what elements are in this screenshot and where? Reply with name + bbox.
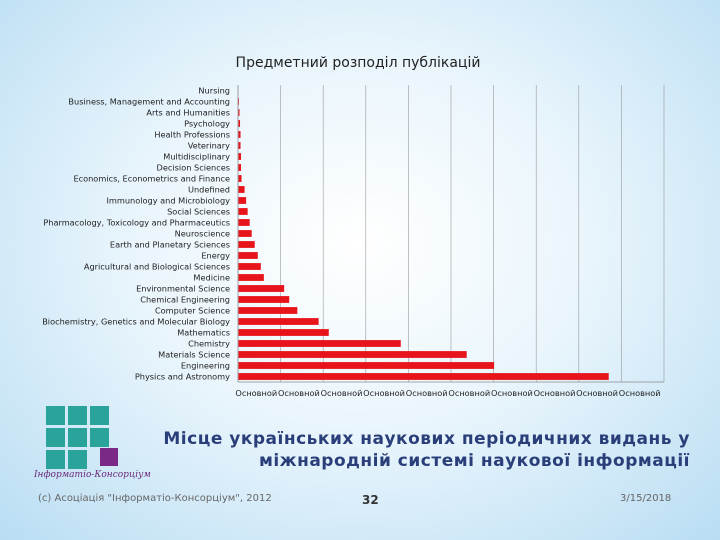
category-label: Earth and Planetary Sciences (110, 240, 230, 250)
bar (238, 186, 245, 193)
bar (238, 120, 241, 127)
bar (238, 362, 495, 369)
bar (238, 252, 258, 259)
chart-title: Предметний розподіл публікацій (236, 55, 481, 71)
category-label: Health Professions (154, 130, 230, 140)
bar (238, 318, 319, 325)
x-tick-label: Основной (576, 388, 618, 398)
category-label: Materials Science (158, 350, 230, 360)
category-label: Business, Management and Accounting (68, 97, 230, 107)
bar (238, 153, 242, 160)
category-label: Agricultural and Biological Sciences (84, 262, 230, 272)
x-tick-label: Основной (363, 388, 405, 398)
category-label: Chemical Engineering (140, 295, 230, 305)
category-label: Veterinary (188, 141, 230, 151)
bar (238, 109, 240, 116)
bar (238, 373, 609, 380)
category-label: Arts and Humanities (146, 108, 230, 118)
page-number: 32 (362, 493, 379, 507)
category-label: Nursing (198, 86, 230, 96)
category-label: Engineering (181, 361, 230, 371)
x-tick-label: Основной (235, 388, 277, 398)
category-label: Physics and Astronomy (135, 372, 230, 382)
bar (238, 351, 467, 358)
x-tick-label: Основной (278, 388, 320, 398)
bar (238, 98, 240, 105)
bar (238, 329, 329, 336)
x-tick-label: Основной (321, 388, 363, 398)
bar (238, 296, 290, 303)
category-label: Social Sciences (167, 207, 230, 217)
x-tick-label: Основной (619, 388, 661, 398)
footer-date: 3/15/2018 (620, 493, 672, 504)
bar (238, 285, 285, 292)
bar (238, 274, 264, 281)
category-label: Decision Sciences (157, 163, 230, 173)
category-label: Energy (201, 251, 230, 261)
x-tick-label: Основной (534, 388, 576, 398)
category-label: Immunology and Microbiology (106, 196, 230, 206)
category-label: Mathematics (177, 328, 230, 338)
category-label: Computer Science (155, 306, 230, 316)
category-label: Psychology (184, 119, 230, 129)
category-label: Pharmacology, Toxicology and Pharmaceuti… (43, 218, 230, 228)
category-label: Chemistry (188, 339, 230, 349)
bar (238, 208, 248, 215)
bar (238, 164, 242, 171)
logo-text: Інформатіо-Консорціум (34, 470, 151, 480)
bar (238, 197, 247, 204)
bars-layer (238, 98, 609, 380)
footer-copyright: (с) Асоціація "Інформатіо-Консорціум", 2… (38, 493, 272, 504)
bar (238, 340, 401, 347)
category-label: Neuroscience (175, 229, 230, 239)
x-tick-labels: Основной Основной Основной Основной Основной… (235, 388, 660, 398)
x-tick-label: Основной (491, 388, 533, 398)
category-label: Environmental Science (136, 284, 230, 294)
bar (238, 263, 261, 270)
bar (238, 241, 255, 248)
category-label: Economics, Econometrics and Finance (73, 174, 230, 184)
bar (238, 175, 242, 182)
x-tick-label: Основной (406, 388, 448, 398)
bar (238, 230, 252, 237)
category-label: Medicine (193, 273, 230, 283)
category-label: Multidisciplinary (163, 152, 230, 162)
bar (238, 142, 241, 149)
grid-layer (237, 85, 665, 383)
slide-title-line1: Місце українських наукових періодичних в… (163, 429, 690, 449)
bar (238, 307, 298, 314)
x-tick-label: Основной (448, 388, 490, 398)
category-label: Biochemistry, Genetics and Molecular Bio… (42, 317, 230, 327)
slide-title: Місце українських наукових періодичних в… (160, 428, 690, 472)
category-label: Undefined (188, 185, 230, 195)
bar (238, 219, 250, 226)
bar (238, 131, 241, 138)
slide-title-line2: міжнародній системі наукової інформації (258, 451, 690, 471)
consortium-logo: Інформатіо-Консорціум (34, 402, 151, 482)
